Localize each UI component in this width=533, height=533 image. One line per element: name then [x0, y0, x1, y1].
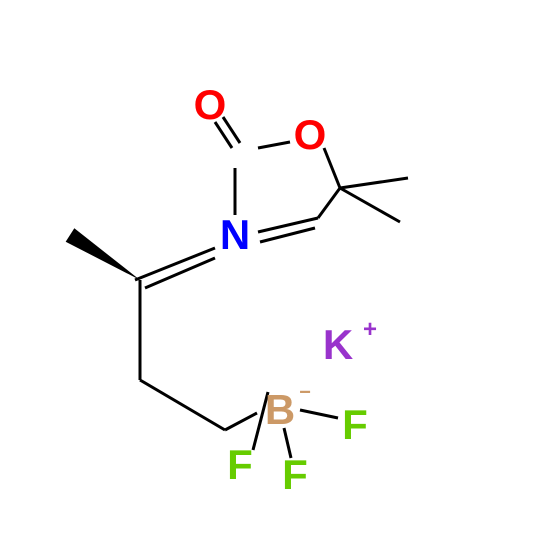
bond [300, 410, 338, 418]
atom-K1: K [323, 321, 353, 369]
atom-F3: F [342, 401, 368, 449]
bond [258, 142, 290, 148]
bond [340, 188, 400, 222]
atom-K1_charge: + [363, 316, 377, 344]
atom-F1: F [227, 441, 253, 489]
atom-O1: O [194, 81, 227, 129]
bond [318, 188, 340, 218]
bond [324, 148, 340, 188]
atom-B1_charge: − [299, 382, 311, 405]
bond [340, 178, 408, 188]
molecule-canvas [0, 0, 533, 533]
wedge-bond [66, 228, 140, 280]
atom-O2: O [294, 111, 327, 159]
bond [225, 413, 257, 430]
atom-N1: N [220, 211, 250, 259]
atom-B1: B [265, 386, 295, 434]
atom-F2: F [282, 451, 308, 499]
bond [140, 380, 225, 430]
